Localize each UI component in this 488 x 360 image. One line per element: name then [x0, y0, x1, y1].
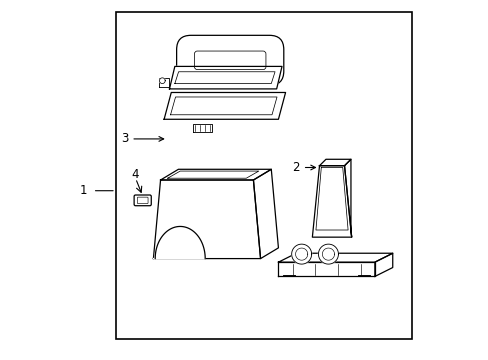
Bar	[116, 12, 411, 339]
Polygon shape	[312, 166, 351, 237]
Polygon shape	[153, 180, 260, 258]
Text: 1: 1	[80, 184, 87, 197]
Polygon shape	[278, 253, 392, 262]
Text: 4: 4	[132, 168, 139, 181]
FancyBboxPatch shape	[176, 35, 283, 85]
Polygon shape	[153, 226, 205, 258]
Polygon shape	[192, 124, 212, 132]
Text: 3: 3	[121, 132, 163, 145]
Polygon shape	[253, 169, 278, 258]
FancyBboxPatch shape	[134, 195, 151, 206]
Polygon shape	[159, 78, 168, 87]
Text: 2: 2	[292, 161, 315, 174]
Polygon shape	[319, 159, 350, 166]
Polygon shape	[374, 253, 392, 276]
Polygon shape	[295, 248, 307, 260]
Polygon shape	[169, 66, 282, 89]
Polygon shape	[164, 93, 285, 119]
Polygon shape	[318, 244, 338, 264]
Polygon shape	[344, 159, 351, 237]
Polygon shape	[291, 244, 311, 264]
Polygon shape	[322, 248, 334, 260]
Polygon shape	[159, 78, 165, 84]
FancyBboxPatch shape	[194, 51, 265, 69]
Polygon shape	[160, 169, 271, 180]
FancyBboxPatch shape	[137, 197, 148, 203]
Polygon shape	[278, 262, 374, 276]
